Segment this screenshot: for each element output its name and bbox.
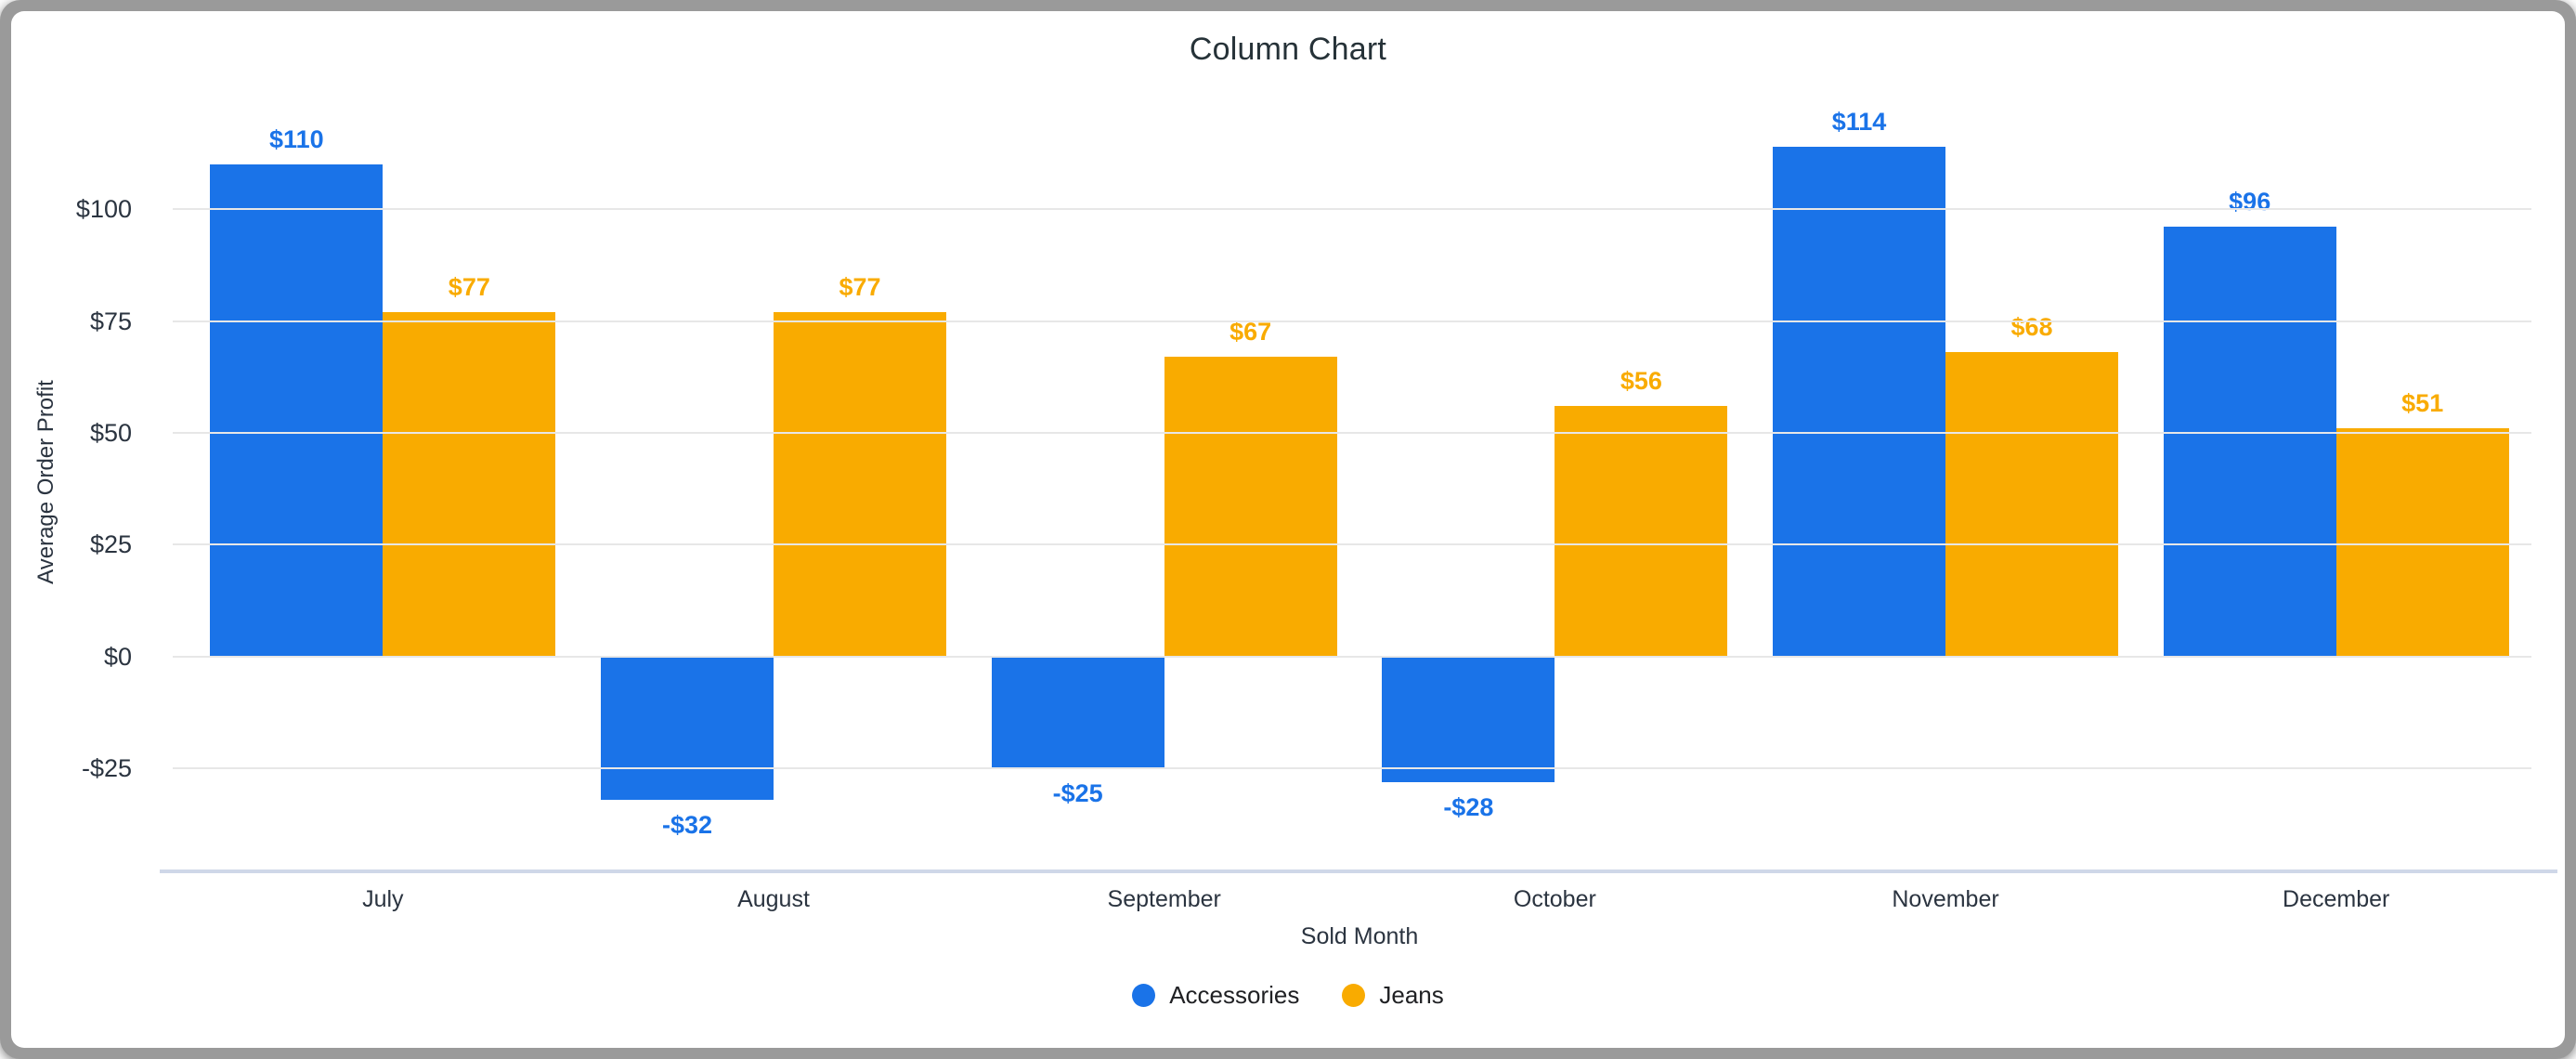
bar-label-accessories-july: $110: [269, 125, 324, 154]
gridline-0: [173, 655, 2531, 658]
bar-accessories-november[interactable]: [1773, 146, 1946, 657]
legend: Accessories Jeans: [11, 981, 2565, 1010]
bar-label-jeans-december: $51: [2401, 389, 2444, 418]
y-tick-50: $50: [89, 419, 132, 448]
x-axis-title: Sold Month: [1300, 923, 1419, 949]
legend-item-accessories[interactable]: Accessories: [1132, 981, 1299, 1010]
x-axis-tick-labels: July August September October November Decemb…: [188, 886, 2531, 913]
y-tick-25: $25: [89, 530, 132, 559]
legend-item-jeans[interactable]: Jeans: [1342, 981, 1444, 1010]
bar-label-jeans-september: $67: [1229, 318, 1272, 346]
y-tick-25: -$25: [81, 754, 132, 783]
legend-swatch-accessories: [1132, 984, 1156, 1007]
bar-label-jeans-july: $77: [448, 272, 490, 301]
x-tick-november: November: [1892, 886, 1999, 912]
y-tick-0: $0: [103, 642, 132, 671]
bar-jeans-november[interactable]: [1945, 352, 2119, 657]
bar-jeans-december[interactable]: [2335, 428, 2509, 657]
bar-group-november: $114 $68: [1750, 93, 2141, 871]
gridline-75: [173, 320, 2531, 322]
bar-group-september: -$25 $67: [969, 93, 1360, 871]
bar-jeans-september[interactable]: [1164, 357, 1337, 657]
bar-group-october: -$28 $56: [1360, 93, 1750, 871]
x-tick-august: August: [737, 886, 810, 912]
bar-group-december: $96 $51: [2140, 93, 2531, 871]
bar-accessories-august[interactable]: [601, 656, 774, 800]
chart-card: Column Chart Average Order Profit $100 $7…: [11, 11, 2565, 1048]
bar-label-jeans-october: $56: [1620, 367, 1662, 396]
legend-label-accessories: Accessories: [1169, 981, 1300, 1009]
bar-group-august: -$32 $77: [579, 93, 969, 871]
gridline-100: [173, 208, 2531, 211]
x-tick-october: October: [1513, 886, 1596, 912]
bar-groups: $110 $77 -$32 $77 -$25 $67 -$28 $56 $114 $68 $96 $5…: [188, 93, 2531, 871]
bar-label-accessories-october: -$28: [1443, 792, 1494, 821]
bar-accessories-october[interactable]: [1382, 656, 1555, 782]
legend-swatch-jeans: [1342, 984, 1366, 1007]
x-tick-december: December: [2283, 886, 2390, 912]
chart-title: Column Chart: [1189, 32, 1387, 67]
bar-jeans-july[interactable]: [383, 311, 556, 657]
plot-area: $110 $77 -$32 $77 -$25 $67 -$28 $56 $114 $68 $96 $5…: [160, 93, 2557, 873]
y-axis-tick-labels: $100 $75 $50 $25 $0 -$25: [11, 93, 134, 871]
bar-accessories-september[interactable]: [991, 656, 1164, 769]
bar-label-accessories-september: -$25: [1052, 779, 1103, 808]
gridline-25: [173, 543, 2531, 546]
x-axis-line: [160, 869, 2557, 873]
bar-label-jeans-august: $77: [839, 272, 881, 301]
gridline-25: [173, 767, 2531, 770]
y-tick-100: $100: [75, 195, 132, 224]
gridline-50: [173, 432, 2531, 435]
bar-label-accessories-november: $114: [1831, 107, 1887, 136]
bar-accessories-july[interactable]: [210, 164, 384, 657]
bar-label-jeans-november: $68: [2010, 313, 2053, 342]
bar-accessories-december[interactable]: [2163, 227, 2336, 657]
bar-jeans-august[interactable]: [774, 311, 946, 657]
x-tick-september: September: [1107, 886, 1221, 912]
legend-label-jeans: Jeans: [1379, 981, 1444, 1009]
bar-label-accessories-august: -$32: [661, 810, 713, 839]
x-tick-july: July: [362, 886, 404, 912]
y-tick-75: $75: [89, 307, 132, 335]
bar-label-accessories-december: $96: [2229, 188, 2271, 216]
bar-jeans-october[interactable]: [1555, 406, 1728, 657]
bar-group-july: $110 $77: [188, 93, 579, 871]
